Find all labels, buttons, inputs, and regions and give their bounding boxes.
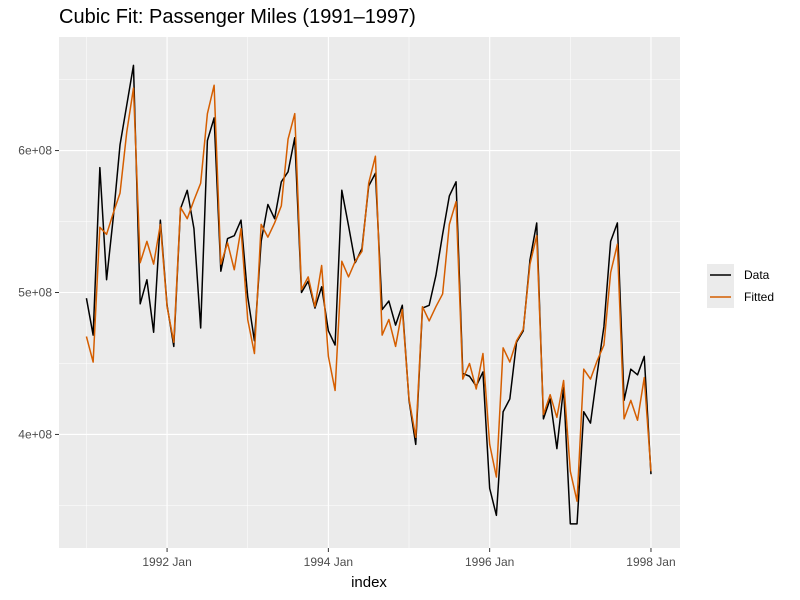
x-tick-label: 1994 Jan: [304, 555, 353, 569]
y-tick-label: 4e+08: [18, 427, 52, 441]
x-tick-label: 1992 Jan: [142, 555, 191, 569]
legend-label: Fitted: [744, 290, 774, 304]
y-tick-label: 5e+08: [18, 286, 52, 300]
x-tick-label: 1996 Jan: [465, 555, 514, 569]
x-axis-title: index: [351, 574, 387, 591]
y-tick-label: 6e+08: [18, 144, 52, 158]
legend: Data Fitted: [707, 264, 774, 308]
series-layer: [85, 64, 652, 525]
legend-label: Data: [744, 268, 770, 282]
axis-layer: 1992 Jan 1994 Jan 1996 Jan 1998 Jan 4e+08 5e+…: [18, 144, 675, 569]
chart-title: Cubic Fit: Passenger Miles (1991–1997): [59, 6, 416, 28]
x-tick-label: 1998 Jan: [626, 555, 675, 569]
series-line-fitted: [85, 84, 652, 502]
